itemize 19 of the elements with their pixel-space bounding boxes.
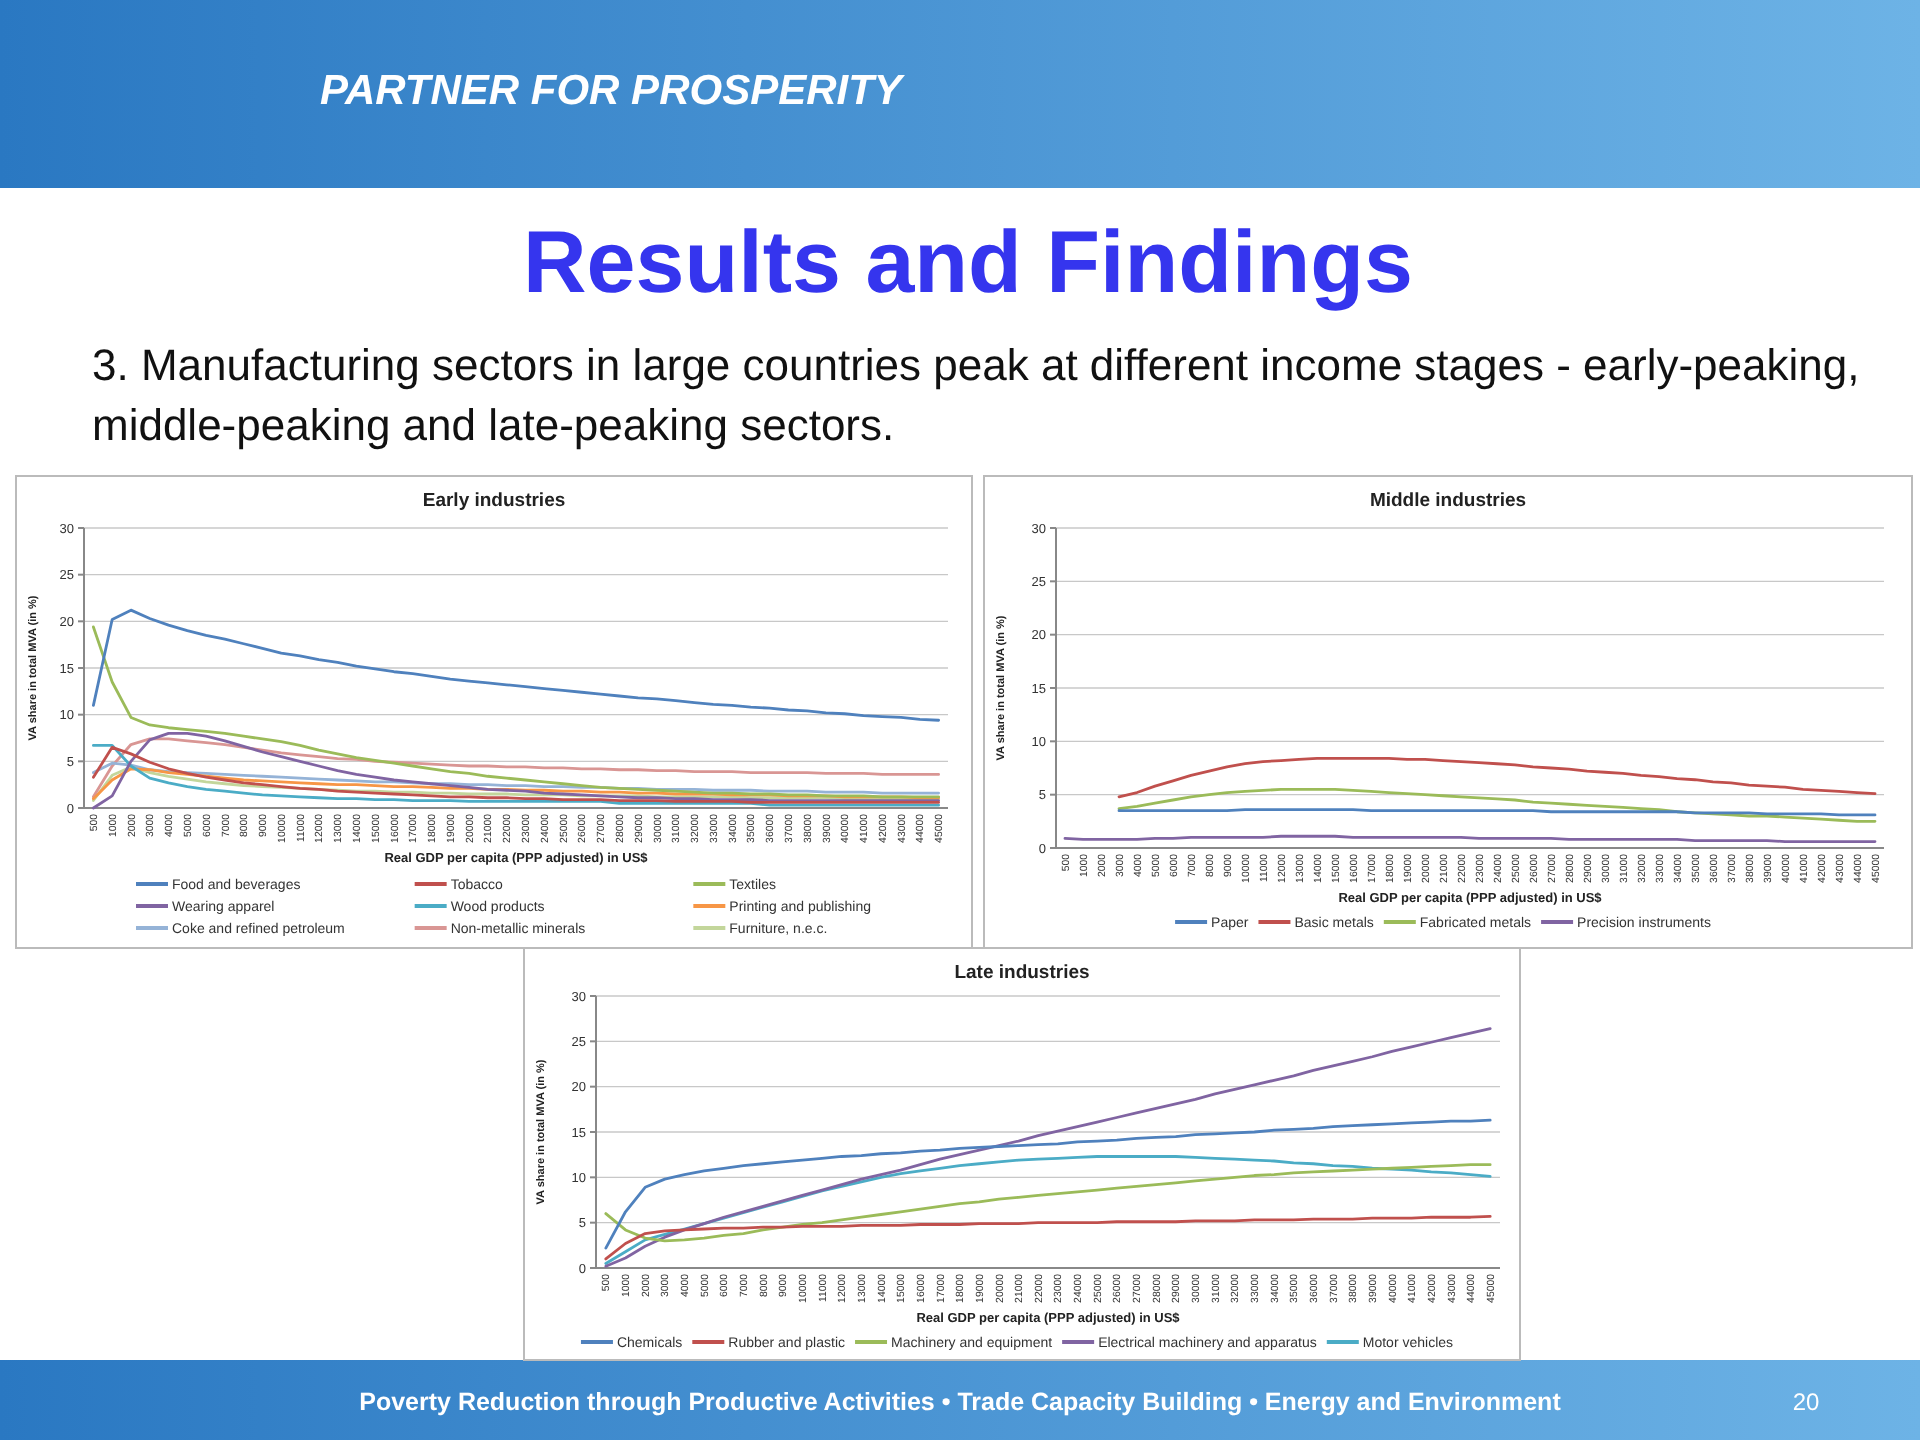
text: 3. Manufacturing sectors in large countries peak at different income stages - early-peaking, middle-peaking and late-peaking sectors. (92, 340, 1860, 450)
chart-title: Early industries (422, 490, 566, 512)
line-series (91, 731, 941, 810)
line-series (91, 608, 941, 722)
line-series (604, 1118, 1492, 1250)
line-series (604, 1214, 1492, 1261)
text: 20 (1792, 1388, 1820, 1416)
line-series (604, 1155, 1492, 1265)
chart-title: Late industries (954, 962, 1090, 984)
line-series (91, 625, 941, 799)
text: Poverty Reduction through Productive Activities • Trade Capacity Building • Energy and Environment (359, 1388, 1563, 1416)
line-series (1117, 787, 1877, 823)
line-series (604, 1027, 1492, 1268)
line-series (604, 1163, 1492, 1243)
chart-title: Middle industries (1369, 490, 1527, 512)
text: PARTNER FOR PROSPERITY (320, 68, 906, 114)
line-series (91, 761, 941, 795)
line-series (1117, 757, 1877, 799)
text: Results and Findings (523, 214, 1413, 312)
